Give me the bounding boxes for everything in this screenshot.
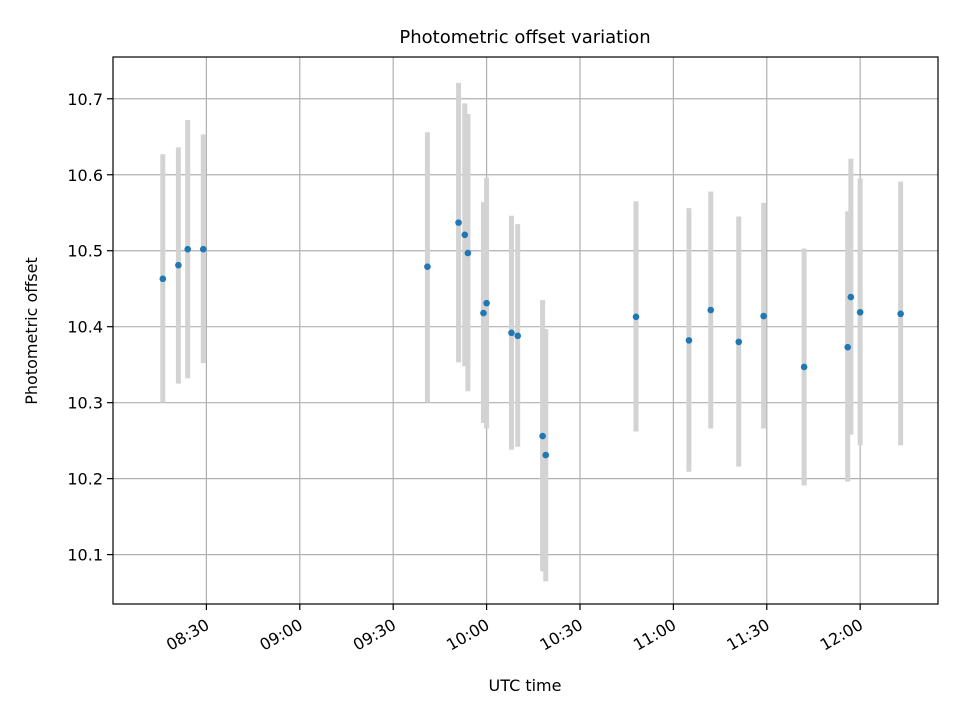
x-tick-label: 11:30 [723,615,772,655]
data-point [735,338,743,346]
x-tick-label: 12:00 [817,615,866,655]
x-tick-label: 08:30 [163,615,212,655]
data-point [175,261,182,269]
data-point [539,432,546,440]
data-point [800,363,808,371]
error-bars [160,82,904,582]
y-tick-label: 10.3 [67,394,103,413]
x-tick-label: 11:00 [630,615,679,655]
data-point [464,249,472,257]
x-axis-label: UTC time [489,676,562,695]
y-tick-label: 10.4 [67,318,103,337]
data-point [542,451,550,459]
data-point [483,299,490,307]
data-point [760,312,767,320]
data-point [184,245,192,253]
data-point [685,337,693,344]
data-point [480,309,487,317]
data-point [159,275,167,283]
data-point [508,329,515,337]
x-tick-label: 09:00 [256,615,305,655]
y-tick-label: 10.7 [67,90,103,109]
y-tick-label: 10.2 [67,470,103,489]
data-point [514,332,522,340]
x-tick-label: 10:30 [537,615,586,655]
chart-title: Photometric offset variation [399,27,650,48]
y-tick-label: 10.6 [67,166,103,185]
data-point [455,219,462,226]
data-point [897,310,904,318]
data-point [847,293,855,301]
y-axis-label: Photometric offset [22,257,41,405]
data-point [461,231,469,239]
x-axis-ticks: 08:30 09:00 09:30 10:00 10:30 11:00 11:30 12:00 [163,604,866,655]
data-point [199,245,207,253]
data-point [856,308,864,316]
x-tick-label: 10:00 [443,615,492,655]
plot-frame [112,56,939,605]
x-tick-label: 09:30 [350,615,399,655]
data-point [844,343,852,351]
data-point [424,263,431,270]
y-axis-ticks: 10.1 10.2 10.3 10.4 10.5 10.6 10.7 [67,90,113,565]
y-tick-label: 10.1 [67,546,103,565]
data-point [632,313,640,321]
y-tick-label: 10.5 [67,242,103,261]
data-point [707,306,715,314]
data-points [159,219,904,459]
grid [113,57,938,604]
